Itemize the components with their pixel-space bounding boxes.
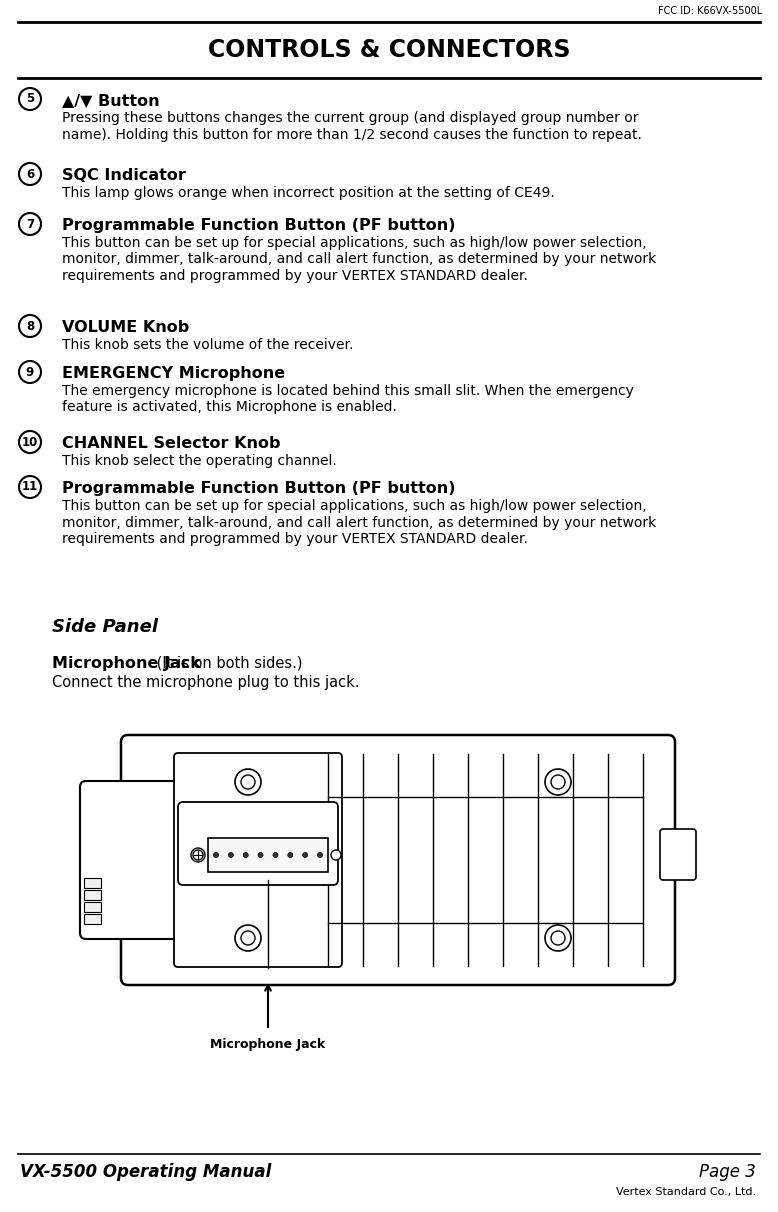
Circle shape — [19, 213, 41, 235]
Text: monitor, dimmer, talk-around, and call alert function, as determined by your net: monitor, dimmer, talk-around, and call a… — [62, 252, 657, 267]
Text: name). Holding this button for more than 1/2 second causes the function to repea: name). Holding this button for more than… — [62, 127, 642, 142]
Text: (It is on both sides.): (It is on both sides.) — [152, 656, 303, 671]
Circle shape — [288, 852, 293, 858]
Circle shape — [317, 852, 323, 858]
FancyBboxPatch shape — [660, 829, 696, 880]
Circle shape — [191, 848, 205, 862]
Text: 11: 11 — [22, 480, 38, 493]
Bar — [84, 914, 101, 924]
FancyBboxPatch shape — [178, 802, 338, 885]
Text: Vertex Standard Co., Ltd.: Vertex Standard Co., Ltd. — [616, 1187, 756, 1197]
Circle shape — [235, 925, 261, 951]
Circle shape — [235, 768, 261, 795]
Text: CONTROLS & CONNECTORS: CONTROLS & CONNECTORS — [208, 38, 570, 62]
Circle shape — [331, 850, 341, 861]
Text: This lamp glows orange when incorrect position at the setting of CE49.: This lamp glows orange when incorrect po… — [62, 185, 555, 200]
Text: This button can be set up for special applications, such as high/low power selec: This button can be set up for special ap… — [62, 499, 647, 513]
FancyBboxPatch shape — [80, 781, 192, 939]
Text: Microphone Jack: Microphone Jack — [210, 1037, 326, 1051]
Circle shape — [19, 476, 41, 498]
Circle shape — [545, 925, 571, 951]
Text: SQC Indicator: SQC Indicator — [62, 168, 186, 183]
Circle shape — [244, 852, 248, 858]
Circle shape — [19, 162, 41, 185]
Circle shape — [545, 768, 571, 795]
Text: Connect the microphone plug to this jack.: Connect the microphone plug to this jack… — [52, 675, 359, 690]
Text: 5: 5 — [26, 92, 34, 105]
Text: requirements and programmed by your VERTEX STANDARD dealer.: requirements and programmed by your VERT… — [62, 269, 528, 282]
Text: VX-5500 Operating Manual: VX-5500 Operating Manual — [20, 1164, 272, 1180]
Text: EMERGENCY Microphone: EMERGENCY Microphone — [62, 366, 285, 381]
Text: Pressing these buttons changes the current group (and displayed group number or: Pressing these buttons changes the curre… — [62, 112, 639, 125]
Text: 9: 9 — [26, 366, 34, 378]
Circle shape — [258, 852, 263, 858]
Text: 10: 10 — [22, 435, 38, 448]
Text: requirements and programmed by your VERTEX STANDARD dealer.: requirements and programmed by your VERT… — [62, 532, 528, 545]
Circle shape — [241, 931, 255, 945]
Text: Programmable Function Button (PF button): Programmable Function Button (PF button) — [62, 481, 455, 496]
Circle shape — [551, 931, 565, 945]
Circle shape — [213, 852, 219, 858]
Text: This knob sets the volume of the receiver.: This knob sets the volume of the receive… — [62, 338, 353, 351]
Text: Side Panel: Side Panel — [52, 618, 158, 636]
Text: Programmable Function Button (PF button): Programmable Function Button (PF button) — [62, 218, 455, 233]
Bar — [208, 837, 328, 871]
Text: feature is activated, this Microphone is enabled.: feature is activated, this Microphone is… — [62, 400, 397, 415]
Circle shape — [229, 852, 233, 858]
Text: The emergency microphone is located behind this small slit. When the emergency: The emergency microphone is located behi… — [62, 384, 634, 398]
Text: VOLUME Knob: VOLUME Knob — [62, 320, 189, 335]
Text: 8: 8 — [26, 320, 34, 332]
Circle shape — [241, 774, 255, 789]
Circle shape — [19, 431, 41, 453]
FancyBboxPatch shape — [174, 753, 342, 967]
Text: This button can be set up for special applications, such as high/low power selec: This button can be set up for special ap… — [62, 236, 647, 250]
Circle shape — [551, 774, 565, 789]
Circle shape — [273, 852, 278, 858]
Text: 7: 7 — [26, 217, 34, 230]
Text: 6: 6 — [26, 167, 34, 181]
Text: FCC ID: K66VX-5500L: FCC ID: K66VX-5500L — [657, 6, 762, 16]
FancyBboxPatch shape — [121, 734, 675, 985]
Circle shape — [193, 850, 203, 861]
Text: ▲/▼ Button: ▲/▼ Button — [62, 93, 159, 108]
Text: Page 3: Page 3 — [699, 1164, 756, 1180]
Circle shape — [19, 315, 41, 337]
Bar — [84, 890, 101, 901]
Bar — [84, 877, 101, 888]
Circle shape — [19, 88, 41, 110]
Text: CHANNEL Selector Knob: CHANNEL Selector Knob — [62, 436, 281, 451]
Text: Microphone Jack: Microphone Jack — [52, 656, 201, 671]
Text: monitor, dimmer, talk-around, and call alert function, as determined by your net: monitor, dimmer, talk-around, and call a… — [62, 515, 657, 530]
Circle shape — [303, 852, 307, 858]
Circle shape — [19, 361, 41, 383]
Bar — [84, 902, 101, 911]
Text: This knob select the operating channel.: This knob select the operating channel. — [62, 454, 337, 468]
